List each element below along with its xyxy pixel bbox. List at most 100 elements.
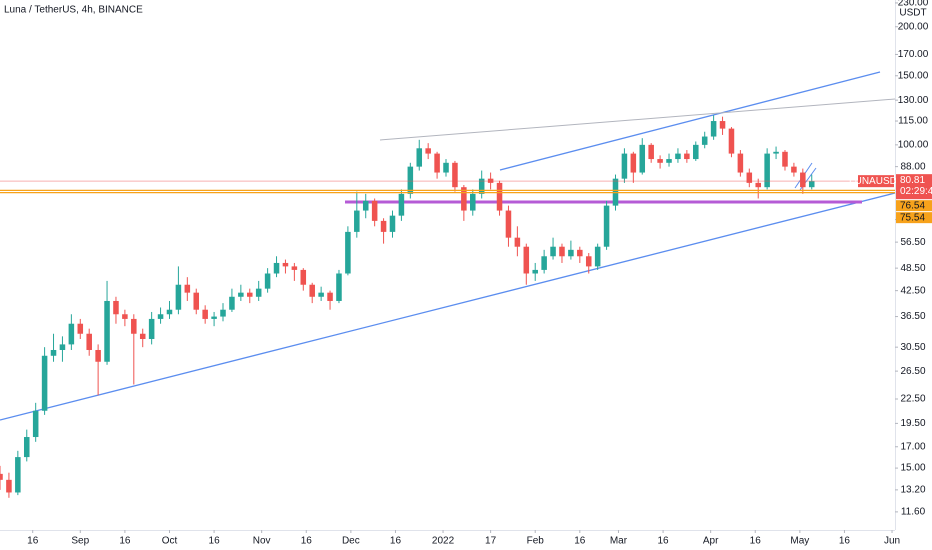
y-tick-label: 170.00 (898, 49, 929, 60)
candle-body (782, 151, 788, 167)
candle-body (193, 292, 200, 310)
candle-body (336, 273, 342, 301)
candle-body (0, 473, 3, 480)
candle-body (791, 166, 797, 173)
x-tick-label: Mar (610, 536, 628, 547)
candle-body (300, 269, 307, 285)
candle-body (559, 246, 565, 257)
candle-body (202, 309, 208, 319)
candle-body (184, 284, 191, 293)
y-tick-label: 150.00 (898, 70, 929, 81)
y-tick-label: 15.00 (900, 463, 925, 474)
x-tick-label: Dec (342, 536, 360, 547)
candle-body (139, 333, 146, 339)
price-line-label: 76.54 (900, 200, 925, 211)
candle-body (113, 300, 119, 315)
drawings (0, 71, 896, 421)
gray-trendline (379, 98, 896, 141)
y-tick-label: 42.50 (900, 285, 925, 296)
candle-body (710, 121, 717, 137)
candle-body (675, 153, 681, 160)
y-tick-label: 200.00 (898, 21, 929, 32)
candle-body (523, 246, 530, 274)
candle-body (104, 300, 110, 362)
x-tick-label: 16 (301, 536, 313, 547)
candle-body (407, 166, 414, 194)
candle-body (86, 333, 92, 350)
upper-trendline (499, 71, 881, 171)
lower-trendline (0, 192, 896, 421)
x-tick-label: Jun (884, 536, 900, 547)
x-tick-label: Feb (527, 536, 545, 547)
candle-body (291, 266, 298, 270)
candle-body (585, 256, 592, 267)
x-tick-label: Apr (703, 536, 719, 547)
candle-body (327, 292, 333, 301)
y-tick-label: 130.00 (898, 95, 929, 106)
candle-body (737, 153, 744, 173)
candle-body (238, 292, 244, 297)
candle-body (380, 220, 387, 232)
y-tick-label: 13.20 (900, 485, 925, 496)
candle-body (345, 231, 351, 274)
y-tick-label: 100.00 (898, 139, 929, 150)
x-tick-label: Nov (253, 536, 271, 547)
x-tick-label: Sep (71, 536, 89, 547)
y-tick-label: 30.50 (900, 342, 925, 353)
candle-body (15, 457, 21, 493)
candle-body (68, 323, 75, 345)
candle-body (541, 256, 547, 270)
candle-body (505, 210, 512, 238)
candle-body (166, 309, 173, 315)
y-tick-label: 11.60 (901, 507, 926, 518)
candle-body (220, 309, 226, 317)
candle-body (594, 246, 601, 267)
y-tick-label: 26.50 (900, 366, 925, 377)
price-line-label: 75.54 (900, 212, 925, 223)
candle-body (6, 479, 12, 493)
candle-body (478, 178, 485, 194)
candle-body (425, 148, 431, 154)
candle-body (273, 262, 280, 274)
candle-body (371, 200, 378, 221)
y-tick-label: 230.00 (898, 0, 929, 9)
x-tick-label: 16 (390, 536, 402, 547)
candle-body (77, 323, 84, 334)
x-tick-label: 2022 (432, 536, 455, 547)
candle-body (648, 144, 654, 160)
x-tick-label: 16 (658, 536, 670, 547)
candle-body (568, 249, 574, 257)
candle-body (728, 128, 735, 154)
x-tick-label: 16 (750, 536, 762, 547)
candle-body (773, 151, 779, 154)
candle-body (452, 162, 458, 188)
x-tick-label: 16 (574, 536, 586, 547)
candle-body (157, 314, 164, 319)
y-tick-label: 48.50 (900, 263, 925, 274)
countdown-label: 02:29:42 (900, 186, 932, 197)
candle-body (416, 148, 423, 167)
candle-body (175, 284, 182, 310)
candle-body (23, 437, 30, 458)
candle-body (318, 292, 324, 297)
candle-body (148, 318, 155, 339)
candle-body (461, 187, 467, 211)
candle-body (800, 172, 806, 188)
candle-body (764, 153, 770, 188)
y-tick-label: 17.00 (900, 441, 925, 452)
x-tick-label: May (790, 536, 809, 547)
candle-body (398, 193, 405, 216)
candle-body (59, 344, 66, 350)
candle-body (264, 273, 271, 289)
price-line-label-box (896, 212, 932, 224)
candle-body (354, 210, 360, 232)
candle-body (550, 246, 556, 257)
candle-body (255, 288, 262, 297)
x-tick-label: 16 (209, 536, 221, 547)
candle-body (514, 237, 521, 247)
candle-body (309, 284, 315, 297)
candle-body (577, 249, 583, 257)
y-tick-label: 22.50 (900, 394, 925, 405)
candle-body (496, 182, 503, 211)
